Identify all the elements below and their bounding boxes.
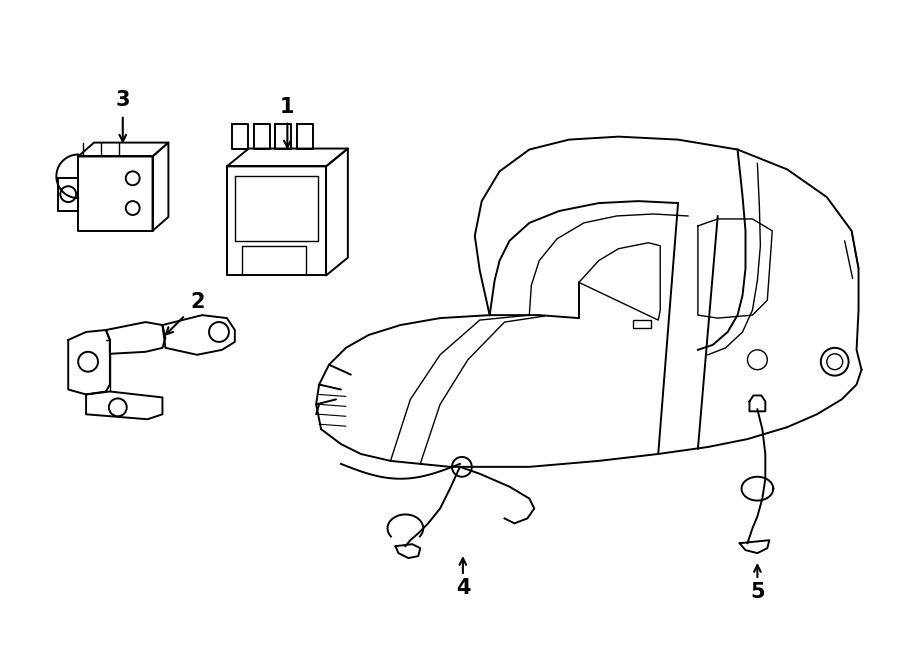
Text: 3: 3: [115, 90, 130, 110]
Text: 4: 4: [455, 578, 470, 598]
Text: 5: 5: [750, 582, 765, 602]
Bar: [634, 320, 652, 328]
Text: 2: 2: [190, 292, 204, 312]
Text: 1: 1: [280, 97, 294, 117]
